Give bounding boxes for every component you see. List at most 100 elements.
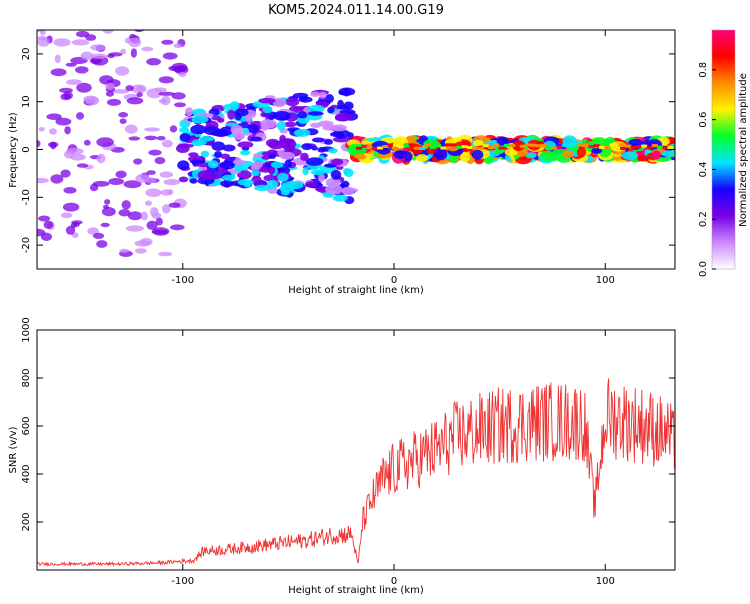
spectrogram-cell: [240, 150, 251, 156]
spectrogram-cell: [178, 72, 187, 77]
spectrogram-ridge-cell: [546, 146, 553, 150]
spectrogram-cell: [185, 107, 194, 116]
spectrogram-cell: [101, 207, 116, 217]
spectrogram-cell: [133, 158, 143, 165]
spectrogram-cell: [189, 159, 206, 164]
snr-frame: [36, 329, 676, 571]
spectrogram-cell: [76, 163, 89, 168]
spectrogram-cell: [50, 141, 57, 150]
spectrogram-ridge-cell: [403, 144, 410, 148]
spectrogram-cell: [237, 141, 254, 148]
spectrogram-cell: [661, 150, 675, 157]
spectrogram-cell: [247, 124, 259, 133]
spectrogram-cell: [36, 17, 52, 22]
spectrogram-y-tick-label: -10: [21, 189, 32, 205]
spectrogram-cell: [317, 147, 327, 153]
spectrogram-cell: [145, 188, 162, 197]
spectrogram-cell: [159, 171, 173, 178]
spectrogram-ridge-cell: [509, 144, 516, 148]
spectrogram-cell: [96, 153, 106, 164]
spectrogram-ridge-cell: [662, 146, 669, 150]
spectrogram-ridge-cell: [398, 145, 405, 149]
spectrogram-x-tick-label: 100: [596, 275, 615, 286]
spectrogram-cell: [354, 152, 368, 160]
spectrogram-cell: [89, 183, 99, 192]
spectrogram-cell: [155, 217, 163, 226]
spectrogram-cell: [254, 184, 271, 192]
spectrogram-cell: [293, 128, 311, 137]
spectrogram-ridge-cell: [514, 146, 521, 150]
spectrogram-cell: [63, 187, 77, 194]
spectrogram-cell: [237, 170, 252, 180]
spectrogram-cell: [154, 157, 166, 165]
spectrogram-cell: [230, 124, 243, 135]
spectrogram-cell: [305, 157, 324, 166]
spectrogram-cell: [103, 22, 118, 27]
snr-marks: [37, 378, 675, 567]
spectrogram-cell: [211, 141, 226, 151]
spectrogram-cell: [242, 128, 250, 134]
spectrogram-cell: [260, 118, 277, 129]
spectrogram-ridge-cell: [572, 146, 579, 150]
spectrogram-ridge-cell: [519, 144, 526, 148]
spectrogram-ridge-cell: [456, 145, 463, 149]
spectrogram-ridge-cell: [641, 144, 648, 148]
spectrogram-cell: [338, 90, 352, 96]
snr-series-line: [37, 378, 675, 567]
spectrogram-cell: [173, 43, 183, 48]
spectrogram-x-tick-label: 0: [391, 275, 397, 286]
spectrogram-y-tick-label: 0: [21, 146, 32, 152]
spectrogram-cell: [66, 79, 82, 85]
spectrogram-cell: [145, 200, 152, 206]
spectrogram-cell: [37, 35, 47, 41]
spectrogram-cell: [330, 169, 342, 180]
snr-y-axis-label: SNR (v/v): [8, 426, 19, 473]
spectrogram-cell: [60, 212, 73, 219]
spectrogram-cell: [144, 135, 158, 141]
spectrogram-cell: [341, 186, 355, 196]
spectrogram-cell: [540, 150, 555, 162]
spectrogram-cell: [146, 58, 162, 66]
spectrogram-cell: [332, 194, 348, 202]
spectrogram-cell: [135, 248, 147, 254]
spectrogram-cell: [302, 167, 309, 176]
spectrogram-cell: [158, 251, 173, 257]
spectrogram-cell: [141, 46, 154, 52]
spectrogram-cell: [307, 111, 324, 116]
spectrogram-cell: [250, 136, 263, 142]
spectrogram-cell: [158, 91, 175, 96]
spectrogram-cell: [222, 144, 236, 152]
spectrogram-cell: [305, 181, 319, 188]
colorbar-label: Normalized spectral amplitude: [738, 73, 749, 227]
spectrogram-cell: [121, 200, 131, 210]
spectrogram-cell: [158, 76, 174, 84]
spectrogram-cell: [328, 148, 338, 154]
spectrogram-cell: [38, 215, 51, 222]
spectrogram-cell: [234, 108, 249, 117]
spectrogram-cell: [327, 106, 335, 114]
spectrogram-cell: [279, 151, 295, 160]
spectrogram-cell: [311, 145, 318, 151]
spectrogram-cell: [176, 144, 190, 154]
colorbar: 0.0 0.2 0.4 0.6 0.8 Normalized spectral ampl…: [698, 29, 749, 277]
spectrogram-cell: [335, 165, 344, 170]
spectrogram-cell: [80, 51, 94, 60]
spectrogram-cell: [71, 39, 90, 46]
spectrogram-cell: [75, 30, 90, 38]
spectrogram-cell: [210, 130, 229, 137]
spectrogram-cell: [260, 111, 268, 118]
spectrogram-cell: [273, 111, 291, 121]
spectrogram-cell: [140, 211, 148, 221]
spectrogram-cell: [272, 97, 287, 108]
spectrogram-cell: [268, 154, 276, 159]
spectrogram-cell: [115, 170, 127, 179]
spectrogram-cell: [171, 92, 186, 100]
colorbar-tick-label: 0.2: [698, 211, 709, 227]
spectrogram-ridge-cell: [366, 145, 373, 149]
spectrogram-cell: [169, 125, 178, 133]
spectrogram-cell: [128, 136, 141, 141]
snr-panel: -100 0 100 200 400 600 800 1000 Height of strai…: [8, 317, 676, 596]
spectrogram-cell: [245, 114, 253, 123]
